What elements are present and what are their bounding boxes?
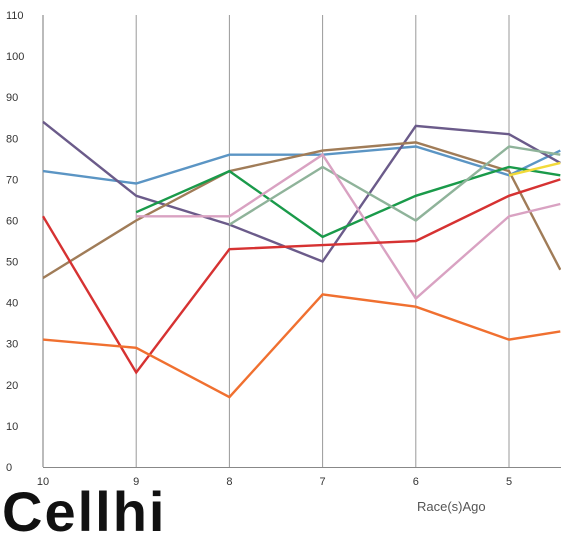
x-tick-label: 7 bbox=[320, 476, 326, 488]
x-tick-label: 5 bbox=[506, 476, 512, 488]
y-tick-label: 80 bbox=[6, 133, 18, 145]
series-line-1 bbox=[42, 145, 561, 185]
series-line-8 bbox=[42, 293, 561, 399]
y-axis-ticks: 0 10 20 30 40 50 60 70 80 90 100 110 bbox=[6, 10, 24, 474]
y-tick-label: 40 bbox=[6, 298, 18, 310]
x-tick-label: 9 bbox=[133, 476, 139, 488]
x-axis-ticks: 10 9 8 7 6 5 bbox=[37, 476, 512, 488]
series-group bbox=[41, 120, 561, 399]
series-line-5 bbox=[228, 145, 561, 226]
y-tick-label: 10 bbox=[6, 421, 18, 433]
y-tick-label: 0 bbox=[6, 462, 12, 474]
y-tick-label: 70 bbox=[6, 174, 18, 186]
y-tick-label: 110 bbox=[6, 10, 24, 22]
overlay-heading: Cellhi bbox=[2, 480, 167, 543]
y-tick-label: 60 bbox=[6, 215, 18, 227]
y-tick-label: 20 bbox=[6, 380, 18, 392]
x-tick-label: 6 bbox=[413, 476, 419, 488]
line-chart: 0 10 20 30 40 50 60 70 80 90 100 110 10 9 8 7 6 5 Race(s… bbox=[6, 10, 561, 514]
series-line-3 bbox=[42, 141, 561, 280]
series-line-2 bbox=[42, 120, 561, 263]
x-axis-title: Race(s)Ago bbox=[417, 499, 486, 514]
series-line-6 bbox=[136, 153, 561, 301]
series-line-9 bbox=[508, 161, 561, 177]
x-tick-label: 8 bbox=[226, 476, 232, 488]
y-tick-label: 50 bbox=[6, 257, 18, 269]
y-tick-label: 100 bbox=[6, 51, 24, 63]
y-tick-label: 90 bbox=[6, 92, 18, 104]
x-tick-label: 10 bbox=[37, 476, 49, 488]
grid-lines bbox=[42, 15, 561, 468]
series-line-7 bbox=[41, 178, 561, 375]
y-tick-label: 30 bbox=[6, 339, 18, 351]
series-line-4 bbox=[135, 165, 561, 239]
